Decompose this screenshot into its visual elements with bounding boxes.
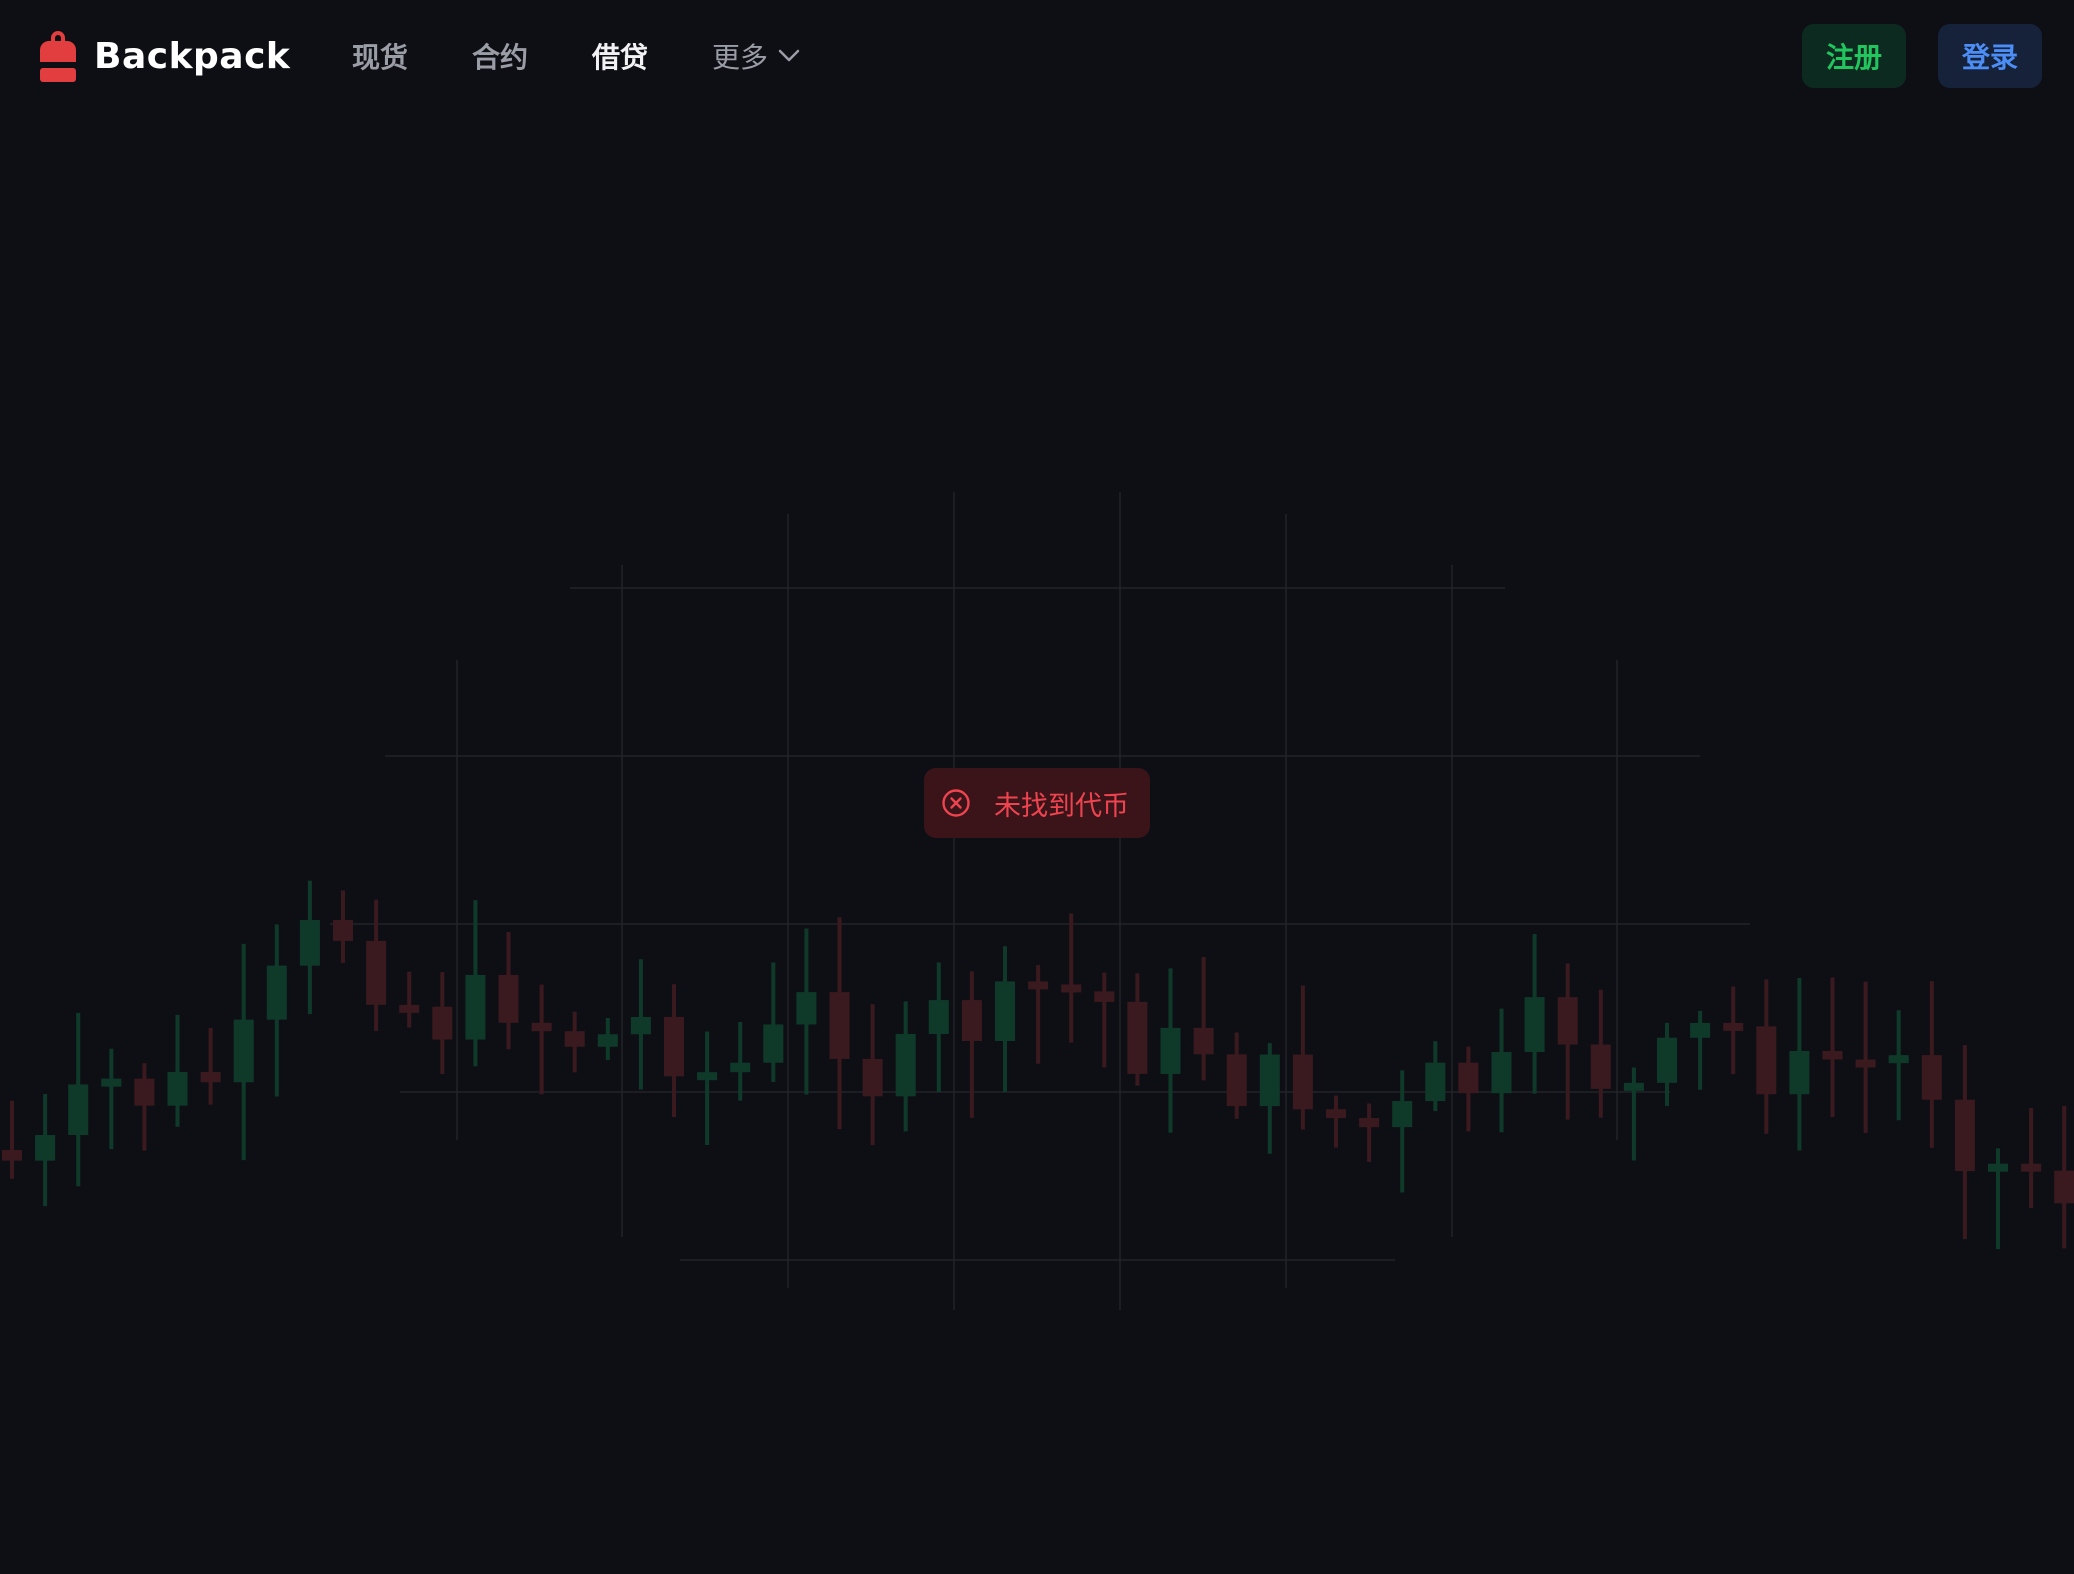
candle-body bbox=[995, 981, 1015, 1041]
candle-body bbox=[697, 1072, 718, 1081]
candle-body bbox=[1326, 1109, 1346, 1119]
chevron-down-icon bbox=[778, 49, 800, 62]
candle-body bbox=[1259, 1054, 1280, 1107]
candle-body bbox=[1789, 1050, 1810, 1095]
candle-body bbox=[200, 1071, 221, 1083]
candle-body bbox=[1127, 1001, 1148, 1074]
candle-body bbox=[432, 1006, 453, 1040]
candle-body bbox=[630, 1016, 651, 1035]
candle-body bbox=[1657, 1037, 1677, 1083]
candle-body bbox=[1756, 1026, 1777, 1095]
candle-body bbox=[1988, 1163, 2008, 1172]
candle-body bbox=[299, 920, 320, 966]
candle-body bbox=[1359, 1118, 1380, 1128]
candle-body bbox=[1160, 1027, 1181, 1074]
backpack-logo-icon bbox=[40, 31, 76, 82]
candle-body bbox=[2054, 1170, 2074, 1204]
candle-body bbox=[1524, 997, 1545, 1053]
candle-body bbox=[2, 1150, 22, 1161]
candle-body bbox=[1822, 1050, 1843, 1060]
candle-body bbox=[1061, 984, 1082, 993]
nav-spot[interactable]: 现货 bbox=[352, 41, 409, 74]
candle-body bbox=[399, 1004, 420, 1013]
candle-body bbox=[134, 1078, 155, 1106]
nav-more-label: 更多 bbox=[712, 41, 769, 74]
error-toast: 未找到代币 bbox=[924, 768, 1150, 838]
candle-body bbox=[35, 1135, 56, 1161]
candle-body bbox=[1723, 1022, 1744, 1031]
candle-body bbox=[961, 1000, 982, 1041]
candle-body bbox=[1458, 1062, 1479, 1094]
candle-body bbox=[68, 1084, 89, 1136]
candle-body bbox=[1226, 1054, 1247, 1107]
candle-body bbox=[1855, 1059, 1876, 1068]
candle-body bbox=[1094, 991, 1115, 1002]
candle-body bbox=[862, 1058, 883, 1097]
nav-more-dropdown[interactable]: 更多 bbox=[712, 36, 800, 76]
error-message: 未找到代币 bbox=[994, 790, 1129, 822]
candle-body bbox=[1491, 1052, 1512, 1094]
chart-candles bbox=[2, 880, 2074, 1250]
candle-body bbox=[1921, 1055, 1942, 1100]
nav-futures[interactable]: 合约 bbox=[472, 41, 529, 74]
candle-body bbox=[796, 992, 817, 1025]
candle-body bbox=[564, 1031, 585, 1047]
main-nav: 现货 合约 借贷 更多 bbox=[352, 30, 864, 82]
candle-body bbox=[1425, 1062, 1446, 1102]
candle-body bbox=[333, 920, 353, 941]
background-candlestick-chart bbox=[2, 492, 2074, 1310]
nav-lending[interactable]: 借贷 bbox=[592, 41, 649, 74]
candle-body bbox=[366, 940, 387, 1005]
candle-body bbox=[266, 965, 287, 1020]
candle-body bbox=[1028, 981, 1049, 990]
candle-body bbox=[1590, 1044, 1611, 1089]
candle-body bbox=[597, 1034, 618, 1047]
candle-body bbox=[763, 1024, 784, 1063]
candle-body bbox=[1557, 997, 1578, 1045]
candle-body bbox=[829, 992, 850, 1059]
candle-body bbox=[233, 1019, 254, 1083]
candle-body bbox=[1888, 1055, 1909, 1064]
candle-body bbox=[498, 974, 519, 1023]
candle-body bbox=[2021, 1163, 2042, 1172]
brand-name: Backpack bbox=[94, 35, 291, 77]
login-button[interactable]: 登录 bbox=[1938, 24, 2042, 88]
error-circle-x-icon bbox=[942, 789, 970, 817]
chart-grid bbox=[330, 492, 1750, 1310]
register-button[interactable]: 注册 bbox=[1802, 24, 1906, 88]
candle-body bbox=[167, 1071, 188, 1106]
candle-body bbox=[465, 974, 486, 1040]
candle-body bbox=[1392, 1101, 1413, 1128]
candle-body bbox=[101, 1078, 122, 1087]
candle-body bbox=[1954, 1099, 1975, 1172]
candle-body bbox=[1623, 1082, 1644, 1091]
candle-body bbox=[928, 1000, 949, 1034]
candle-body bbox=[1292, 1054, 1313, 1110]
candle-body bbox=[730, 1062, 751, 1073]
top-nav-bar: Backpack 现货 合约 借贷 更多 注册 登录 bbox=[0, 0, 2074, 112]
candle-body bbox=[664, 1016, 684, 1077]
candle-body bbox=[895, 1033, 916, 1097]
candle-body bbox=[1690, 1022, 1711, 1038]
candle-body bbox=[1193, 1027, 1214, 1055]
candle-body bbox=[531, 1022, 552, 1032]
brand-link[interactable]: Backpack bbox=[38, 28, 290, 84]
